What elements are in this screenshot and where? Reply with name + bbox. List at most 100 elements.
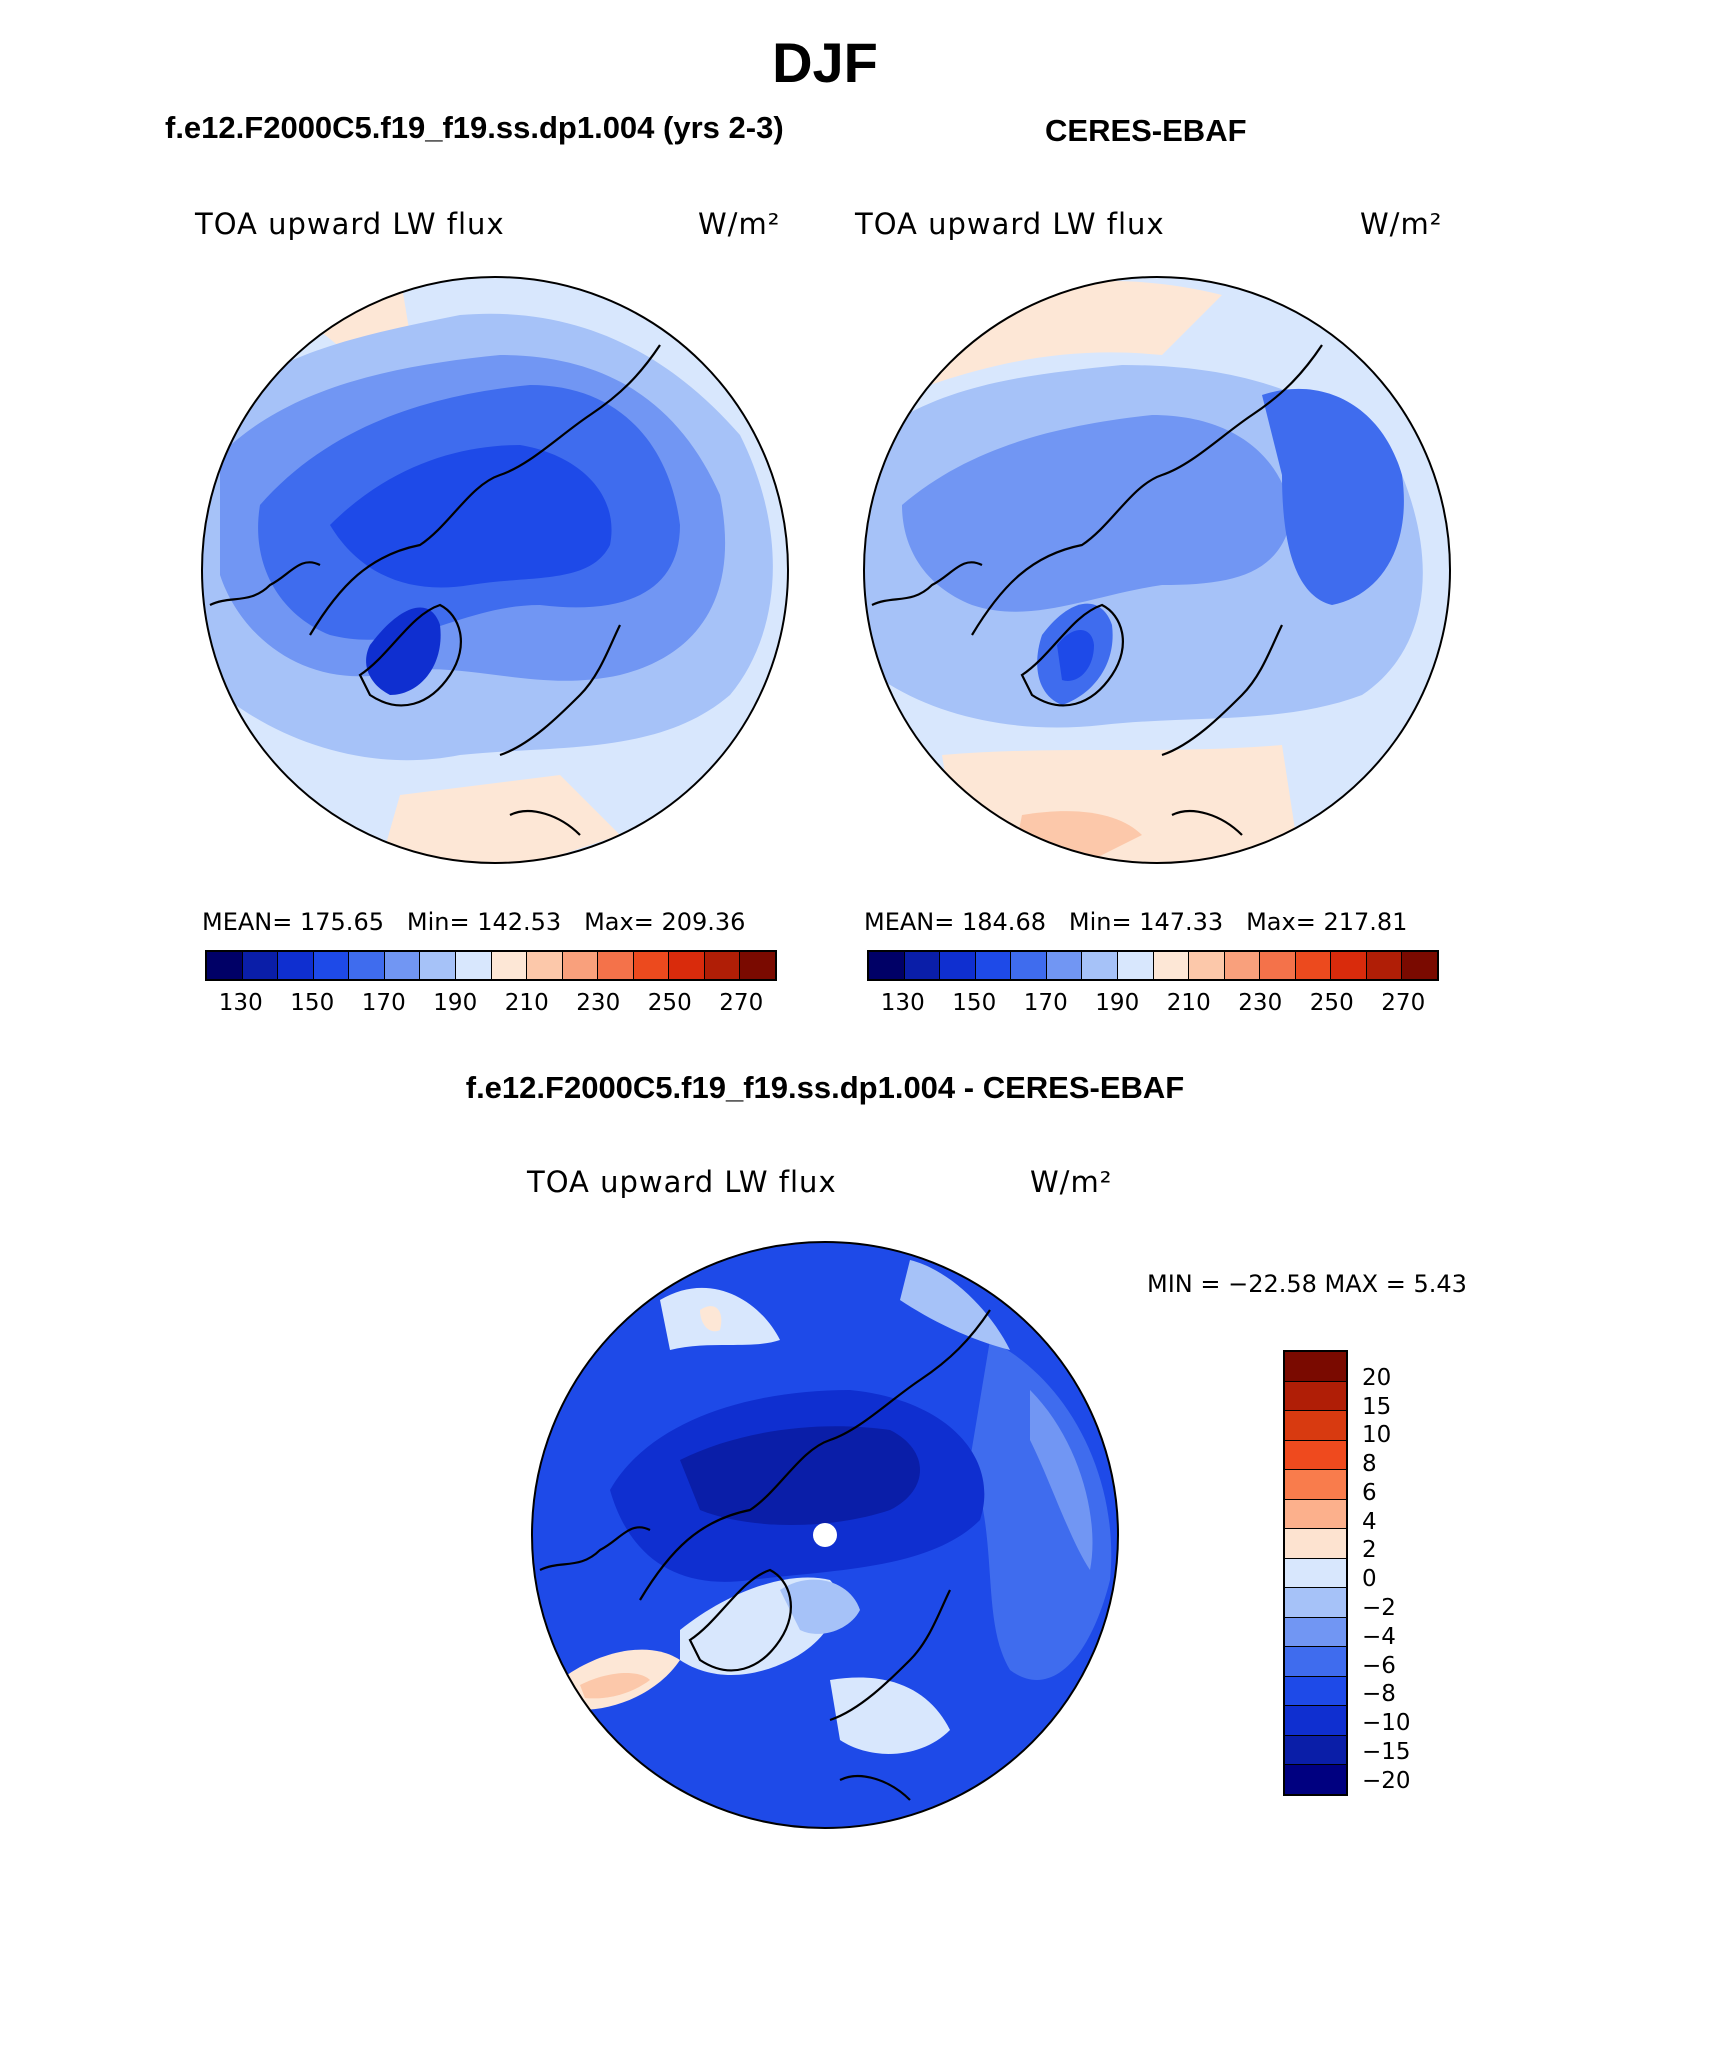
colorbar-swatch [1285,1735,1346,1766]
colorbar-swatch [1285,1558,1346,1589]
colorbar-tick-label: 170 [1023,990,1068,1016]
colorbar-swatch [1295,952,1332,979]
colorbar-swatch [740,952,775,979]
diff-fill-warm2-west [580,1673,650,1699]
colorbar-tick-label: 270 [719,990,764,1016]
colorbar-swatch [491,952,528,979]
model-fill-deeper [366,607,441,695]
colorbar-tick-label: 15 [1362,1393,1392,1420]
colorbar-swatch [1189,952,1225,979]
colorbar-swatch [1285,1676,1346,1707]
diff-minmax: MIN = −22.58 MAX = 5.43 [1147,1270,1467,1298]
colorbar-swatch [1117,952,1154,979]
colorbar-tick-label: 170 [361,990,406,1016]
obs-min-label: Min= [1068,908,1132,936]
colorbar-swatch [1285,1765,1346,1794]
colorbar-tick-label: 270 [1381,990,1426,1016]
obs-max-label: Max= [1246,908,1316,936]
colorbar-swatch [1285,1647,1346,1677]
obs-units-label: W/m² [1360,207,1443,241]
colorbar-swatch [704,952,741,979]
model-mean-label: MEAN= [202,908,293,936]
colorbar-tick-label: −20 [1362,1767,1411,1794]
model-max-label: Max= [584,908,654,936]
colorbar-swatch [1260,952,1296,979]
colorbar-swatch [455,952,492,979]
colorbar-tick-label: 6 [1362,1479,1377,1506]
colorbar-swatch [1285,1588,1346,1618]
obs-polar-map [863,276,1451,864]
colorbar-swatch [1285,1499,1346,1530]
obs-fill-strong-east [1262,388,1404,605]
model-units-label: W/m² [698,207,781,241]
colorbar-tick-label: 2 [1362,1537,1377,1564]
diff-fill-strong-east [970,1340,1112,1680]
model-mean-value: 175.65 [300,908,384,936]
diff-fill-darkest-center [680,1426,920,1525]
obs-mean-label: MEAN= [864,908,955,936]
obs-min-value: 147.33 [1139,908,1224,936]
colorbar-swatch [1285,1440,1346,1471]
colorbar-tick-label: 190 [1095,990,1140,1016]
obs-stats: MEAN= 184.68 Min= 147.33 Max= 217.81 [864,908,1407,936]
colorbar-tick-label: 250 [1309,990,1354,1016]
colorbar-tick-label: 250 [647,990,692,1016]
colorbar-swatch [940,952,976,979]
obs-colorbar-ticks: 130 150 170 190 210 230 250 270 [867,990,1439,1020]
colorbar-tick-label: 130 [218,990,263,1016]
colorbar-tick-label: 4 [1362,1508,1377,1535]
colorbar-swatch [1285,1617,1346,1648]
colorbar-tick-label: 150 [290,990,335,1016]
colorbar-swatch [527,952,563,979]
colorbar-swatch [1153,952,1190,979]
colorbar-swatch [1285,1352,1346,1382]
colorbar-swatch [1285,1381,1346,1412]
diff-units-label: W/m² [1030,1165,1113,1199]
colorbar-tick-label: 210 [1166,990,1211,1016]
colorbar-swatch [1046,952,1083,979]
colorbar-swatch [1285,1411,1346,1441]
colorbar-swatch [349,952,385,979]
colorbar-swatch [242,952,279,979]
colorbar-swatch [669,952,705,979]
colorbar-swatch [869,952,905,979]
colorbar-swatch [313,952,350,979]
colorbar-swatch [420,952,456,979]
colorbar-swatch [207,952,243,979]
colorbar-swatch [975,952,1012,979]
colorbar-tick-label: −6 [1362,1652,1396,1679]
colorbar-swatch [1224,952,1261,979]
figure-title: DJF [772,31,878,94]
diff-fill-pale-greenland [780,1579,860,1634]
colorbar-tick-label: −10 [1362,1710,1411,1737]
model-colorbar-ticks: 130 150 170 190 210 230 250 270 [205,990,777,1020]
diff-panel-title: f.e12.F2000C5.f19_f19.ss.dp1.004 - CERES… [465,1070,1185,1105]
model-colorbar [205,950,777,981]
diff-fill-mid-east [1030,1390,1093,1570]
diff-fill-warm-north [700,1306,722,1332]
colorbar-swatch [633,952,670,979]
colorbar-swatch [904,952,941,979]
obs-max-value: 217.81 [1323,908,1408,936]
obs-colorbar [867,950,1439,981]
obs-panel-title: CERES-EBAF [1045,113,1247,148]
diff-pole-marker [813,1523,837,1547]
model-stats: MEAN= 175.65 Min= 142.53 Max= 209.36 [202,908,745,936]
colorbar-tick-label: −8 [1362,1681,1396,1708]
colorbar-swatch [598,952,634,979]
model-fill-warm-bottom [380,775,620,863]
diff-coastlines [539,1309,991,1801]
colorbar-swatch [1402,952,1437,979]
model-max-value: 209.36 [661,908,746,936]
colorbar-tick-label: 8 [1362,1451,1377,1478]
model-min-value: 142.53 [477,908,562,936]
colorbar-swatch [1285,1529,1346,1559]
colorbar-swatch [1285,1470,1346,1500]
obs-fill-warm-bottom [942,745,1302,863]
colorbar-tick-label: −2 [1362,1594,1396,1621]
model-fill-deep [330,445,612,588]
colorbar-tick-label: 150 [952,990,997,1016]
obs-coastlines [871,344,1323,836]
model-coastlines [209,344,661,836]
colorbar-swatch [384,952,421,979]
